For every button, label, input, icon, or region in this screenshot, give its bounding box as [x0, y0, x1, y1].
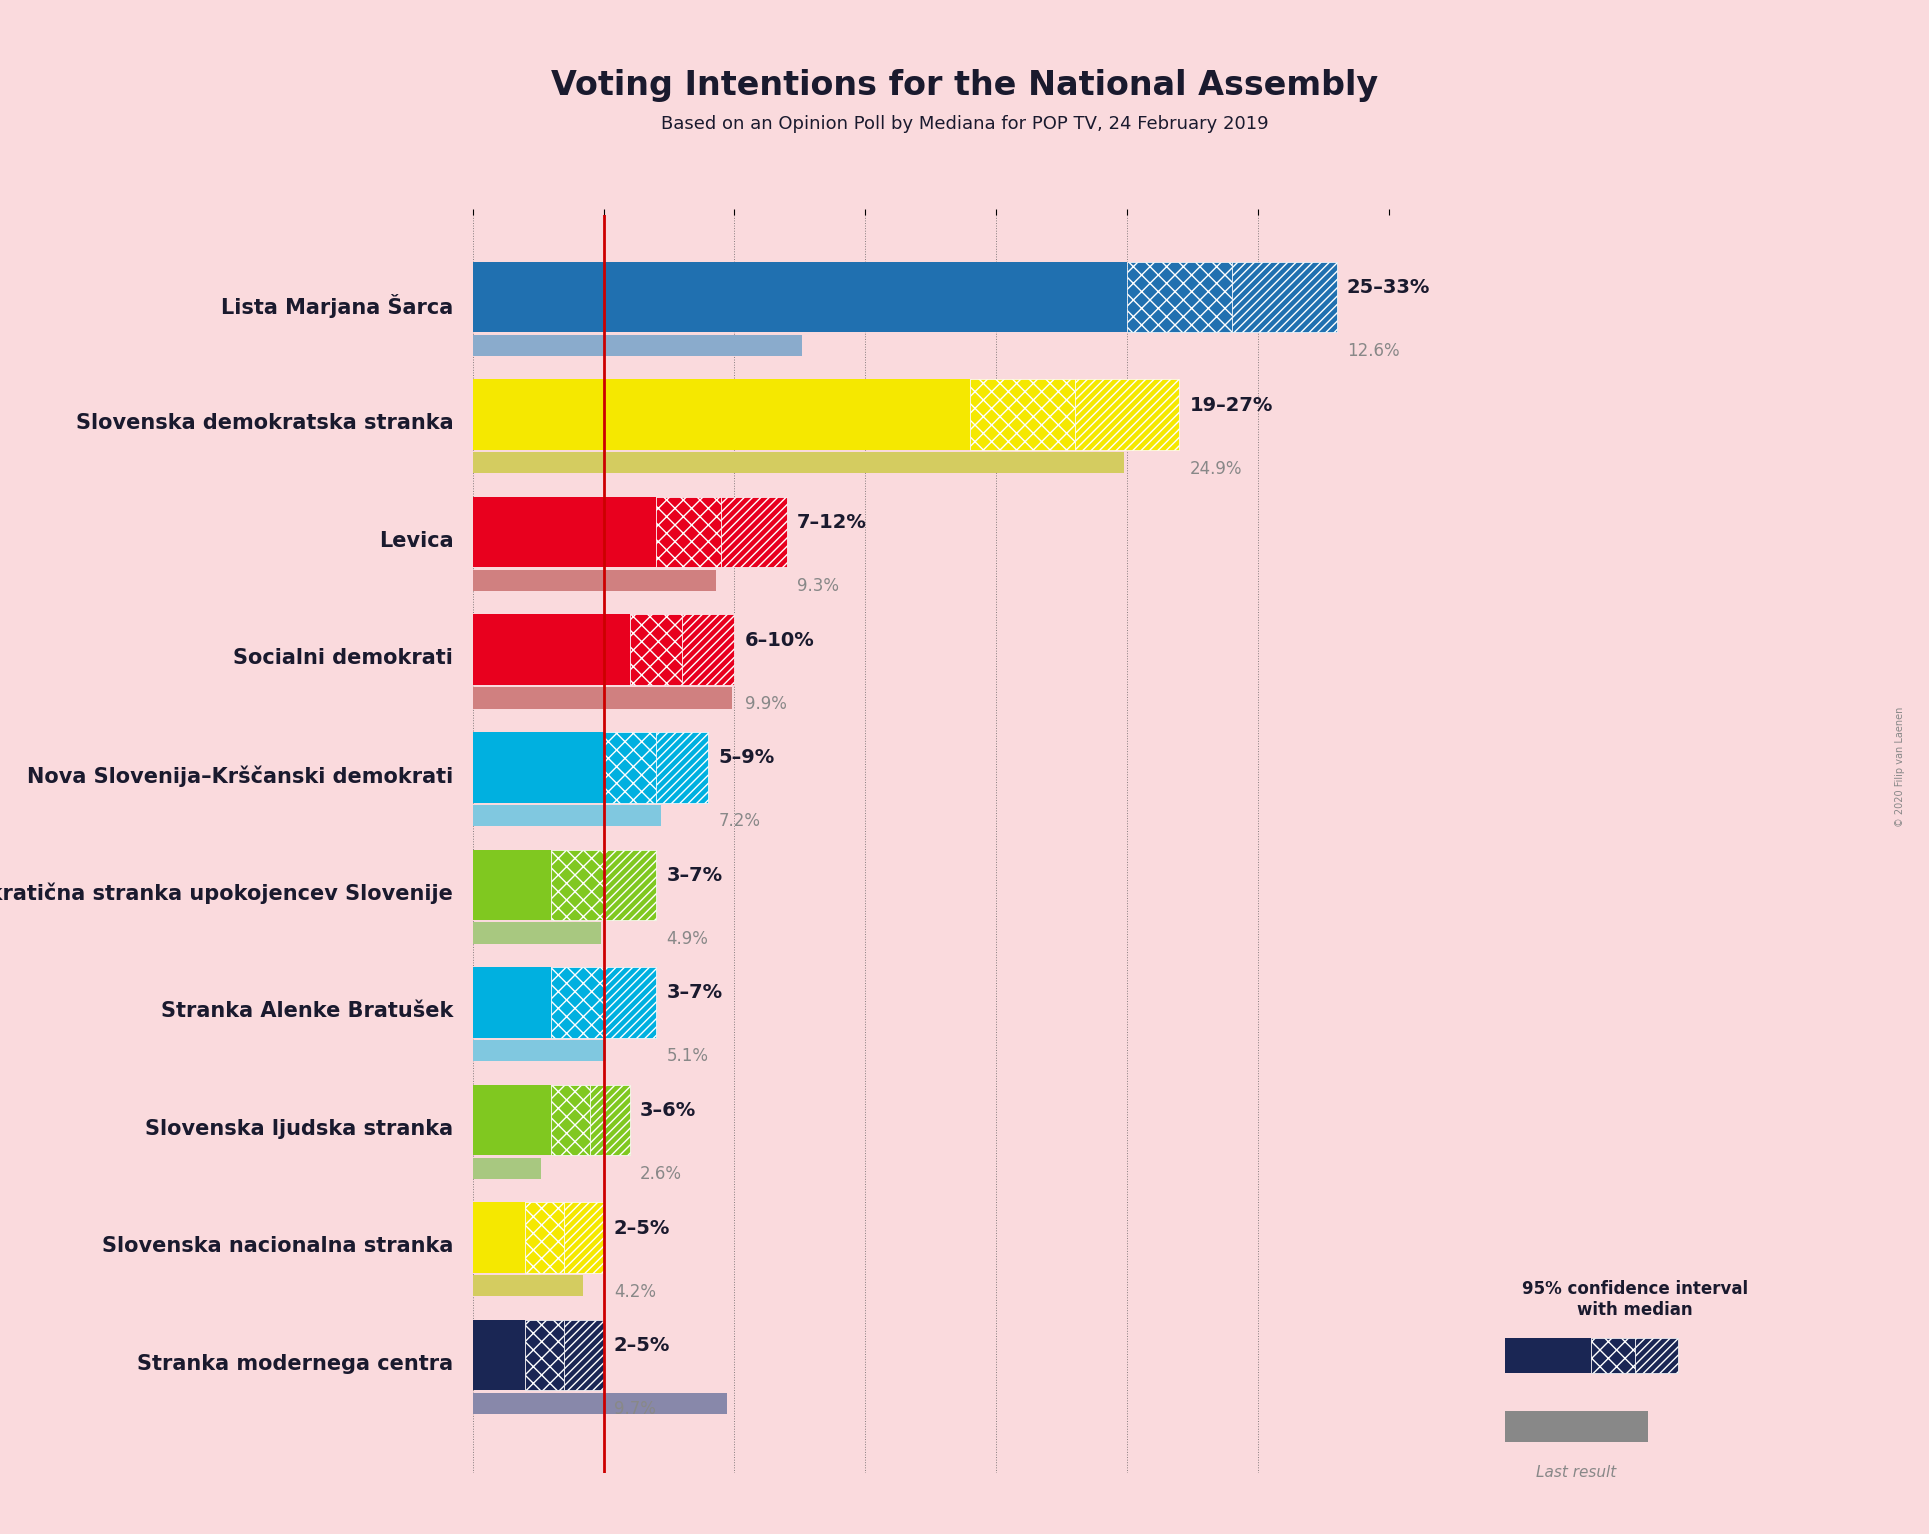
Bar [473, 1319, 525, 1390]
Text: 7.2%: 7.2% [720, 813, 760, 830]
Text: Slovenska demokratska stranka: Slovenska demokratska stranka [75, 413, 453, 434]
Text: 24.9%: 24.9% [1190, 460, 1242, 477]
Bar [473, 1158, 540, 1178]
Bar [473, 687, 731, 709]
Text: 2.6%: 2.6% [640, 1164, 683, 1183]
Text: 4.9%: 4.9% [666, 930, 708, 948]
Bar [656, 732, 708, 802]
Bar [552, 966, 604, 1037]
Bar [563, 1203, 604, 1273]
Bar [563, 1319, 604, 1390]
Bar [590, 1085, 629, 1155]
Text: © 2020 Filip van Laenen: © 2020 Filip van Laenen [1894, 707, 1906, 827]
Bar [473, 379, 970, 449]
Bar [1591, 1338, 1636, 1373]
Text: 95% confidence interval
with median: 95% confidence interval with median [1522, 1281, 1748, 1319]
Bar [473, 453, 1125, 474]
Bar [604, 966, 656, 1037]
Text: Slovenska ljudska stranka: Slovenska ljudska stranka [145, 1118, 453, 1138]
Text: 7–12%: 7–12% [797, 514, 868, 532]
Text: Voting Intentions for the National Assembly: Voting Intentions for the National Assem… [552, 69, 1377, 103]
Bar [473, 805, 662, 827]
Bar [473, 569, 716, 591]
Text: 9.3%: 9.3% [797, 577, 839, 595]
Bar [525, 1203, 563, 1273]
Bar [1505, 1338, 1591, 1373]
Bar [721, 497, 787, 568]
Text: Nova Slovenija–Krščanski demokrati: Nova Slovenija–Krščanski demokrati [27, 765, 453, 787]
Text: 9.7%: 9.7% [613, 1401, 656, 1417]
Bar [473, 497, 656, 568]
Text: 2–5%: 2–5% [613, 1336, 671, 1355]
Bar [604, 732, 656, 802]
Text: Based on an Opinion Poll by Mediana for POP TV, 24 February 2019: Based on an Opinion Poll by Mediana for … [662, 115, 1267, 133]
Text: 5–9%: 5–9% [720, 749, 775, 767]
Bar [683, 615, 735, 686]
Bar [552, 1085, 590, 1155]
Bar [473, 1275, 583, 1296]
Bar [473, 732, 604, 802]
Bar [604, 850, 656, 920]
Text: 3–7%: 3–7% [666, 983, 723, 1003]
Text: Stranka modernega centra: Stranka modernega centra [137, 1355, 453, 1374]
Text: 6–10%: 6–10% [745, 630, 814, 650]
Text: Slovenska nacionalna stranka: Slovenska nacionalna stranka [102, 1236, 453, 1256]
Bar [525, 1319, 563, 1390]
Bar [473, 334, 802, 356]
Text: 3–6%: 3–6% [640, 1101, 696, 1120]
Text: 25–33%: 25–33% [1346, 278, 1431, 298]
Bar [1636, 1338, 1678, 1373]
Text: Last result: Last result [1535, 1465, 1617, 1480]
Text: 19–27%: 19–27% [1190, 396, 1273, 414]
Text: 9.9%: 9.9% [745, 695, 787, 713]
Text: 3–7%: 3–7% [666, 865, 723, 885]
Text: Stranka Alenke Bratušek: Stranka Alenke Bratušek [160, 1002, 453, 1022]
Bar [473, 1203, 525, 1273]
Text: 2–5%: 2–5% [613, 1218, 671, 1238]
Bar [473, 1040, 606, 1062]
Text: 12.6%: 12.6% [1346, 342, 1400, 360]
Text: Lista Marjana Šarca: Lista Marjana Šarca [222, 295, 453, 318]
Text: 4.2%: 4.2% [613, 1282, 656, 1301]
Bar [473, 922, 602, 943]
Bar [473, 615, 629, 686]
Bar [473, 850, 552, 920]
Bar [473, 966, 552, 1037]
Bar [473, 262, 1127, 333]
Bar [473, 1085, 552, 1155]
Bar [1233, 262, 1337, 333]
Bar [552, 850, 604, 920]
Bar [1127, 262, 1233, 333]
Text: 5.1%: 5.1% [666, 1048, 708, 1066]
Bar [1074, 379, 1179, 449]
Text: Demokratična stranka upokojencev Slovenije: Demokratična stranka upokojencev Sloveni… [0, 884, 453, 905]
Text: Levica: Levica [378, 531, 453, 551]
Bar [970, 379, 1074, 449]
Bar [473, 1393, 727, 1414]
Text: Socialni demokrati: Socialni demokrati [233, 649, 453, 669]
Bar [629, 615, 683, 686]
Bar [656, 497, 721, 568]
